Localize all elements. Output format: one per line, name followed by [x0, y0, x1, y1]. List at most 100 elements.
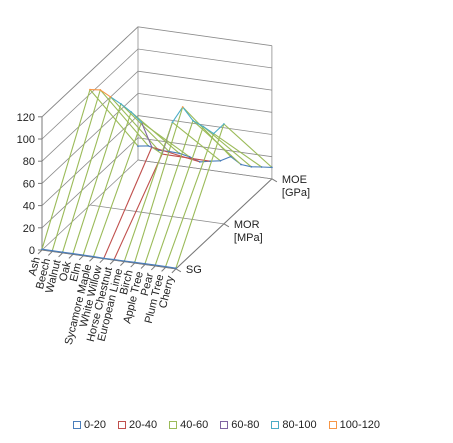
data-point: [82, 254, 85, 256]
legend-item: 80-100: [271, 416, 317, 434]
legend-label: 40-60: [180, 419, 209, 431]
data-point: [147, 145, 150, 147]
floor-row-line-2: [137, 159, 272, 180]
surface-cross-segment: [141, 121, 190, 158]
surface-cross-segment: [162, 153, 211, 162]
surface-cross-segment: [192, 120, 242, 165]
legend-label: 80-100: [282, 419, 317, 431]
series-segment-sg: [62, 251, 73, 255]
series-segment-mor-mpa-: [151, 146, 163, 155]
x-tick-label: Oak: [57, 260, 74, 283]
surface-cross-segment: [123, 122, 173, 262]
series-segment-sg: [124, 260, 135, 263]
legend-label: 60-80: [231, 419, 260, 431]
data-point: [51, 249, 54, 252]
series-segment-sg: [114, 258, 125, 262]
z-tick-label: 120: [17, 112, 35, 124]
series-segment-sg: [52, 250, 63, 253]
data-point: [168, 150, 170, 153]
x-tick-mark: [140, 264, 146, 269]
data-point: [219, 159, 222, 162]
series-segment-mor-mpa-: [110, 96, 122, 105]
surface-cross-segment: [144, 120, 194, 264]
data-point: [102, 257, 105, 260]
series-segment-mor-mpa-: [202, 126, 214, 135]
z-tick-label: 60: [23, 178, 35, 190]
z-tick-label: 0: [29, 245, 35, 257]
data-point: [181, 106, 184, 108]
x-tick-mark: [47, 251, 53, 256]
x-tick-mark: [78, 255, 84, 261]
surface-cross-segment: [92, 122, 143, 257]
data-point: [240, 163, 242, 166]
series-segment-sg: [165, 266, 176, 269]
data-point: [99, 89, 102, 91]
depth-tick-mark: [271, 178, 278, 183]
surface-cross-segment: [213, 133, 262, 168]
data-point: [123, 260, 126, 262]
surface-cross-segment: [113, 153, 163, 260]
series-segment-mor-mpa-: [140, 122, 153, 148]
legend-label: 100-120: [339, 419, 381, 431]
series-segment-mor-mpa-: [192, 120, 204, 128]
surface-cross-segment: [72, 103, 122, 254]
surface-cross-segment: [223, 123, 273, 168]
series-segment-moe-gpa-: [168, 150, 180, 154]
series-segment-mor-mpa-: [182, 106, 194, 122]
series-segment-sg: [144, 263, 156, 266]
surface-cross-segment: [62, 96, 112, 253]
surface-cross-segment: [175, 123, 225, 269]
data-point: [202, 125, 205, 128]
depth-tick-mark: [223, 223, 230, 228]
surface-cross-segment: [154, 126, 204, 266]
series-segment-mor-mpa-: [99, 89, 111, 98]
legend-item: 0-20: [72, 416, 106, 434]
data-point: [92, 255, 95, 258]
surface-cross-segment: [41, 89, 91, 250]
data-point: [188, 155, 191, 158]
x-tick-mark: [171, 268, 177, 274]
legend-label: 0-20: [83, 419, 106, 431]
series-segment-sg: [93, 256, 104, 259]
data-point: [198, 161, 201, 163]
series-segment-sg: [134, 261, 146, 265]
data-point: [178, 152, 181, 155]
data-point: [144, 262, 146, 265]
data-point: [271, 166, 273, 169]
z-tick-label: 40: [23, 201, 35, 213]
legend: 0-20 20-40 40-60 60-80 80-100 100-120: [0, 416, 453, 434]
x-tick-label: Elm: [68, 262, 84, 283]
x-tick-label: Ash: [27, 256, 43, 277]
gridline-z-100: [41, 48, 272, 140]
data-point: [157, 149, 160, 152]
x-tick-mark: [120, 261, 125, 266]
z-tick-label: 80: [23, 156, 35, 168]
legend-item: 100-120: [328, 416, 381, 434]
data-point: [113, 258, 115, 261]
surface-cross-segment: [51, 89, 101, 251]
legend-swatch: [117, 421, 126, 429]
series-segment-sg: [83, 254, 94, 258]
data-point: [250, 165, 253, 168]
data-point: [209, 160, 212, 163]
x-tick-mark: [150, 265, 156, 271]
legend-item: 60-80: [220, 416, 259, 434]
data-point: [154, 264, 157, 266]
x-tick-mark: [68, 253, 74, 259]
x-tick-mark: [89, 256, 94, 262]
data-point: [192, 119, 194, 122]
series-segment-sg: [72, 253, 84, 256]
surface-cross-segment: [134, 106, 184, 263]
legend-swatch: [169, 421, 178, 429]
depth-tick-label: MOR [MPa]: [234, 219, 263, 244]
surface-cross-segment: [82, 111, 132, 256]
z-tick-label: 100: [17, 134, 35, 146]
legend-swatch: [72, 421, 81, 429]
data-point: [140, 121, 143, 124]
data-point: [61, 251, 64, 254]
data-point: [164, 265, 167, 268]
series-segment-mor-mpa-: [213, 123, 225, 135]
data-point: [133, 261, 136, 264]
gridline-z-120: [41, 26, 272, 118]
x-tick-mark: [130, 262, 136, 268]
